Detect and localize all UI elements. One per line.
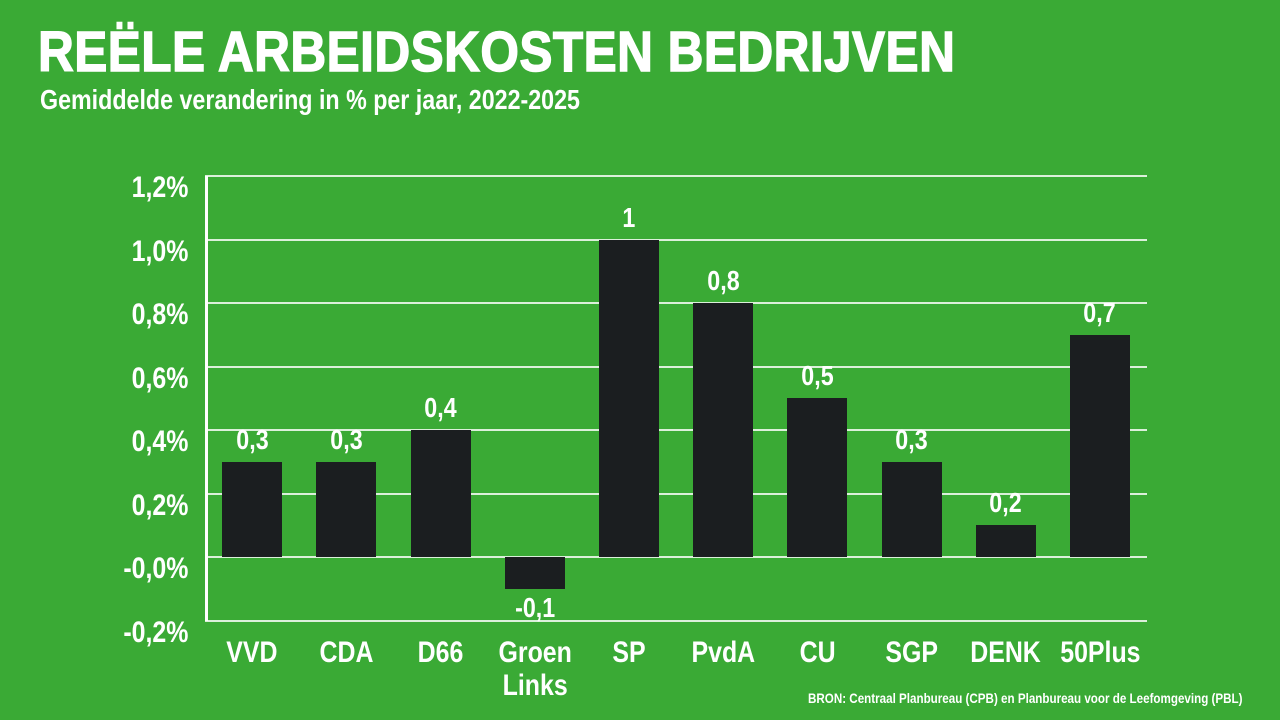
value-label-denk: 0,2 (959, 488, 1053, 518)
x-axis-label-line: CU (760, 636, 874, 669)
value-label-text: 0,8 (706, 265, 740, 296)
x-axis-label-text: SP (612, 635, 646, 669)
bar-cda (316, 461, 377, 557)
x-axis-label-text: DENK (970, 635, 1041, 669)
value-label-text: 0,3 (895, 423, 928, 455)
value-label-text: 0,5 (801, 360, 834, 392)
value-label-text: 1 (622, 201, 636, 233)
value-label-text: 0,7 (1083, 296, 1117, 328)
y-axis-tick-text: 0,6% (131, 361, 188, 395)
x-axis-label-line: CDA (289, 636, 403, 669)
x-axis-label-line: PvdA (666, 636, 780, 669)
x-axis-label-text: SGP (885, 635, 938, 669)
chart-subtitle: Gemiddelde verandering in % per jaar, 20… (40, 85, 691, 115)
y-axis-tick-text: -0,2% (122, 615, 188, 649)
value-label-groen-links: -0,1 (488, 591, 582, 623)
value-label-pvda: 0,8 (676, 266, 770, 296)
gridline-0,4% (205, 429, 1147, 431)
y-axis-tick-text: 1,2% (131, 171, 188, 204)
x-axis-label-text: Groen (498, 635, 572, 669)
bar-groen-links (504, 557, 565, 589)
y-axis-tick-text: 0,8% (131, 298, 188, 331)
bar-denk (975, 525, 1036, 557)
x-axis-label-denk: DENK (949, 636, 1063, 669)
y-axis-tick-label: 0,6% (30, 361, 188, 395)
bar-pvda (693, 303, 754, 557)
source-note-text: BRON: Centraal Planbureau (CPB) en Planb… (808, 690, 1243, 706)
x-axis-label-sgp: SGP (854, 636, 968, 669)
x-axis-label-text: 50Plus (1059, 635, 1141, 669)
gridline-0,6% (205, 365, 1147, 368)
y-axis-tick-label: 0,8% (30, 300, 188, 330)
x-axis-label-line: VVD (195, 636, 309, 669)
bar-sgp (881, 461, 942, 557)
x-axis-label-pvda: PvdA (666, 636, 780, 669)
bar-sp (598, 239, 659, 557)
x-axis-label-line: D66 (383, 636, 497, 669)
y-axis-tick-label: 1,0% (30, 234, 188, 268)
y-axis-tick-text: 1,0% (131, 234, 188, 268)
gridline-0,8% (205, 302, 1147, 304)
value-label-cu: 0,5 (770, 361, 864, 391)
x-axis-label-vvd: VVD (195, 636, 309, 669)
x-axis-label-cu: CU (760, 636, 874, 669)
y-axis-tick-label: 0,2% (30, 488, 188, 522)
value-label-d66: 0,4 (393, 393, 487, 423)
y-axis-tick-label: 1,2% (30, 173, 188, 203)
value-label-cda: 0,3 (299, 423, 393, 455)
x-axis-label-text: CDA (319, 635, 374, 669)
x-axis-label-text: Links (502, 668, 568, 702)
value-label-text: 0,4 (424, 392, 457, 423)
chart-subtitle-text: Gemiddelde verandering in % per jaar, 20… (40, 84, 580, 115)
value-label-50plus: 0,7 (1053, 296, 1147, 328)
x-axis-label-cda: CDA (289, 636, 403, 669)
x-axis-label-line: Links (478, 669, 592, 702)
gridline--0,2% (205, 619, 1147, 622)
value-label-text: 0,2 (989, 487, 1022, 519)
y-axis-tick-label: -0,0% (30, 554, 188, 584)
x-axis-label-line: SP (572, 636, 686, 669)
x-axis-label-text: D66 (417, 635, 464, 669)
bar-d66 (410, 430, 471, 557)
y-axis-tick-text: 0,2% (131, 488, 188, 522)
gridline--0,0% (205, 556, 1147, 558)
value-label-sgp: 0,3 (864, 423, 958, 455)
source-note: BRON: Centraal Planbureau (CPB) en Planb… (643, 690, 1243, 706)
value-label-text: 0,3 (235, 423, 269, 455)
y-axis-line (205, 176, 208, 621)
gridline-0,2% (205, 492, 1147, 495)
x-axis-label-line: 50Plus (1043, 636, 1157, 669)
x-axis-label-groen-links: Groen Links (478, 636, 592, 702)
x-axis-label-line: DENK (949, 636, 1063, 669)
y-axis-tick-text: 0,4% (131, 425, 188, 458)
chart-title-text: REËLE ARBEIDSKOSTEN BEDRIJVEN (37, 20, 956, 84)
value-label-text: -0,1 (514, 591, 555, 623)
y-axis-tick-label: 0,4% (30, 427, 188, 457)
x-axis-label-text: CU (799, 635, 836, 669)
value-label-text: 0,3 (330, 423, 363, 455)
x-axis-label-line: SGP (854, 636, 968, 669)
bar-50plus (1069, 334, 1130, 557)
x-axis-label-50plus: 50Plus (1043, 636, 1157, 669)
x-axis-label-line: Groen (478, 636, 592, 669)
value-label-vvd: 0,3 (205, 423, 299, 455)
y-axis-tick-text: -0,0% (122, 552, 188, 585)
x-axis-label-text: VVD (226, 635, 278, 669)
y-axis-tick-label: -0,2% (30, 615, 188, 649)
value-label-sp: 1 (582, 201, 676, 233)
bar-vvd (222, 461, 283, 557)
x-axis-label-sp: SP (572, 636, 686, 669)
bar-cu (787, 398, 848, 557)
gridline-1,0% (205, 238, 1147, 241)
gridline-1,2% (205, 175, 1147, 177)
x-axis-label-text: PvdA (691, 635, 755, 669)
x-axis-label-d66: D66 (383, 636, 497, 669)
chart-title: REËLE ARBEIDSKOSTEN BEDRIJVEN (37, 20, 1092, 84)
